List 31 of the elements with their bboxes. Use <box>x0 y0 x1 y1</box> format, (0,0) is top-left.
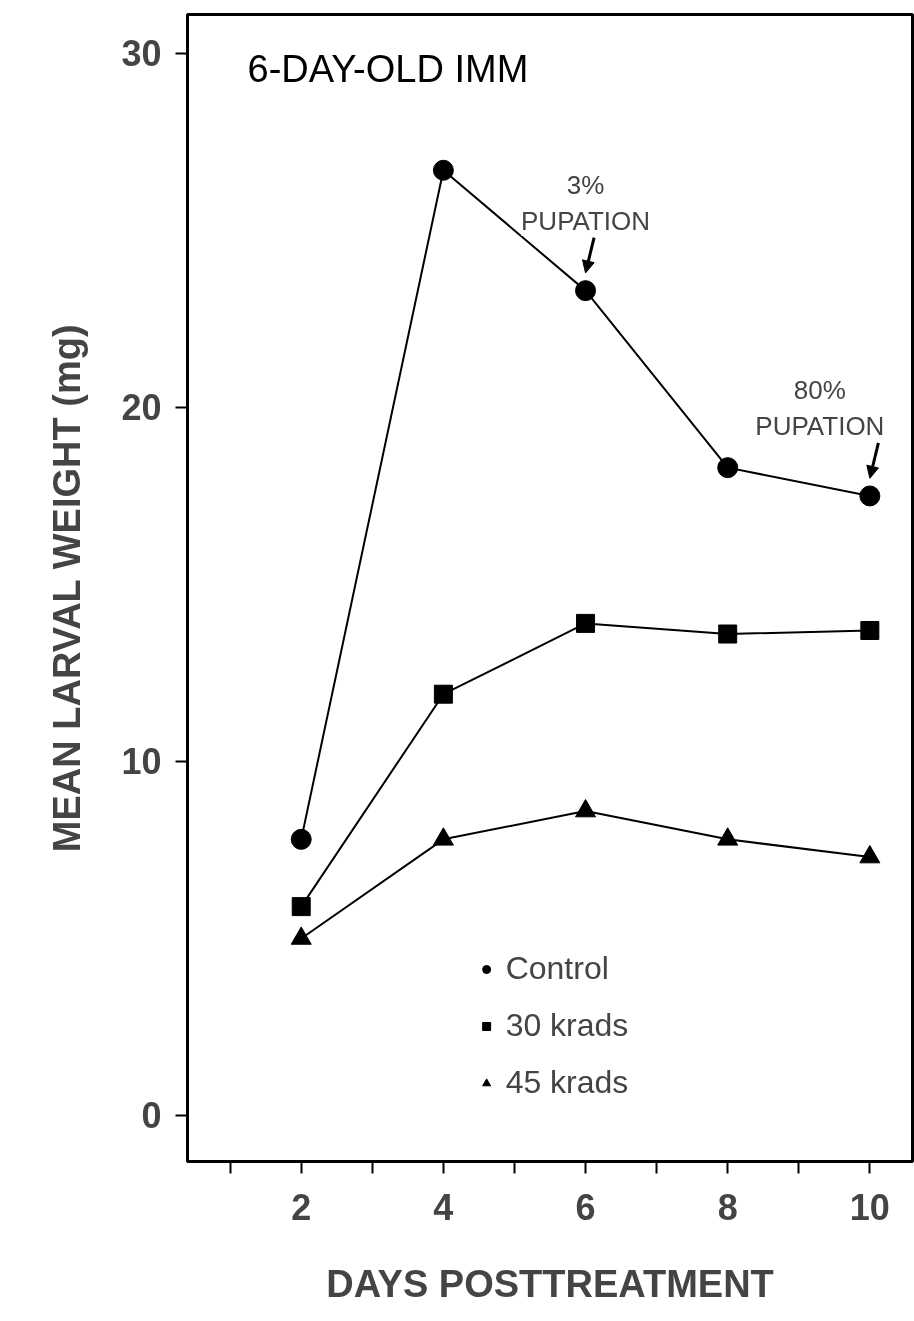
y-tick-label: 30 <box>121 33 162 75</box>
legend-label: 30 krads <box>505 1007 629 1044</box>
point <box>576 613 596 633</box>
point <box>575 280 597 302</box>
point <box>432 159 454 181</box>
annotation: 3% PUPATION <box>521 169 651 236</box>
x-axis-title: DAYS POSTTREATMENT <box>326 1262 774 1305</box>
y-tick-label: 10 <box>121 741 162 783</box>
y-tick-label: 20 <box>121 387 162 429</box>
legend-label: Control <box>505 950 609 987</box>
point <box>717 827 739 846</box>
x-tick-label: 4 <box>433 1186 454 1228</box>
y-axis-title: MEAN LARVAL WEIGHT (mg) <box>46 324 89 853</box>
point <box>717 457 739 479</box>
legend-label: 45 krads <box>505 1064 629 1101</box>
x-tick-label: 6 <box>575 1186 596 1228</box>
point <box>433 684 453 704</box>
x-tick-label: 2 <box>291 1186 312 1228</box>
point <box>860 620 880 640</box>
x-tick-label: 10 <box>849 1186 890 1228</box>
point <box>290 926 312 945</box>
point <box>575 798 597 818</box>
x-tick-label: 8 <box>717 1186 738 1228</box>
annotation: 80% PUPATION <box>755 374 885 441</box>
point <box>432 827 454 846</box>
point <box>859 485 881 507</box>
text: 6-DAY-OLD IMM <box>247 47 529 90</box>
point <box>290 828 312 850</box>
point <box>859 845 881 864</box>
y-tick-label: 0 <box>141 1095 162 1137</box>
point <box>718 624 738 644</box>
